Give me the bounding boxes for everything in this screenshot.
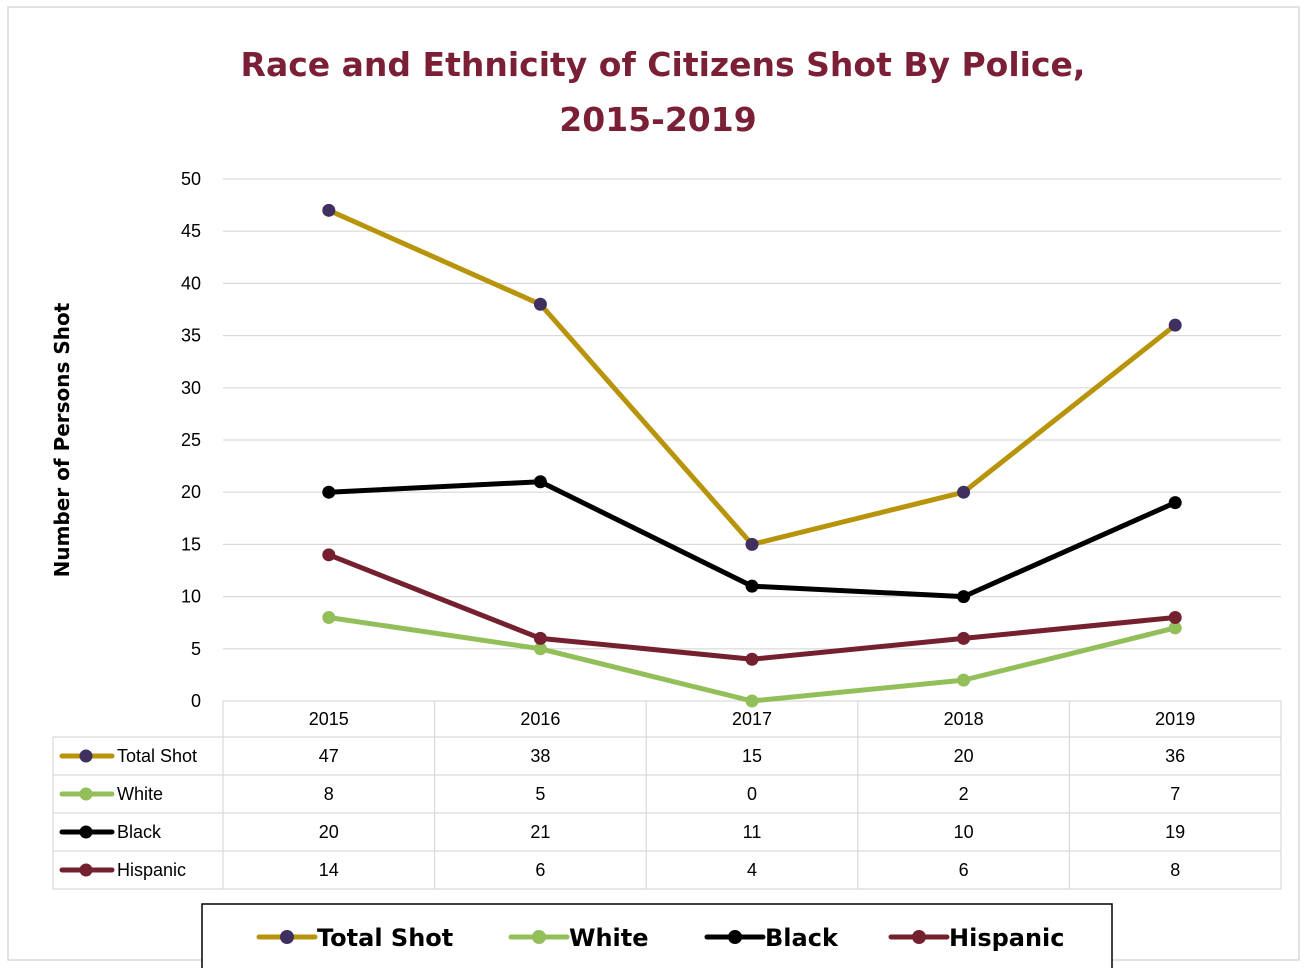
table-total-shot-row-label: Total Shot — [117, 746, 197, 766]
table-hispanic-cell: 4 — [747, 860, 757, 880]
data-point-black — [533, 475, 547, 489]
chart-title-line-2: 2015-2019 — [559, 100, 756, 139]
table-white-cell: 7 — [1170, 784, 1180, 804]
data-point-black — [322, 485, 336, 499]
table-hispanic-cell: 14 — [319, 860, 339, 880]
table-white-cell: 8 — [324, 784, 334, 804]
table-total-shot-cell: 47 — [319, 746, 339, 766]
x-tick-label: 2018 — [944, 709, 984, 729]
data-point-total-shot — [533, 297, 547, 311]
table-hispanic-legend-marker — [79, 863, 93, 877]
chart-title-line-1: Race and Ethnicity of Citizens Shot By P… — [241, 45, 1086, 84]
x-tick-label: 2017 — [732, 709, 772, 729]
table-black-cell: 20 — [319, 822, 339, 842]
data-point-hispanic — [1168, 610, 1182, 624]
data-point-total-shot — [745, 537, 759, 551]
y-axis-ticks: 0 5 10 15 20 25 30 35 40 45 50 — [181, 169, 201, 711]
y-tick-label: 10 — [181, 587, 201, 607]
table-total-shot-legend-marker — [79, 749, 93, 763]
table-white-row-label: White — [117, 784, 163, 804]
y-tick-label: 15 — [181, 534, 201, 554]
table-black-legend-marker — [79, 825, 93, 839]
legend-total-shot-marker — [280, 930, 294, 944]
data-point-white — [957, 673, 971, 687]
table-black-cell: 19 — [1165, 822, 1185, 842]
data-point-black — [745, 579, 759, 593]
table-hispanic-row-label: Hispanic — [117, 860, 186, 880]
table-white-legend-marker — [79, 787, 93, 801]
table-black-row-label: Black — [117, 822, 162, 842]
table-white-cell: 0 — [747, 784, 757, 804]
y-tick-label: 45 — [181, 221, 201, 241]
data-point-hispanic — [957, 631, 971, 645]
data-point-total-shot — [322, 203, 336, 217]
y-tick-label: 20 — [181, 482, 201, 502]
table-total-shot-cell: 20 — [954, 746, 974, 766]
legend-white-marker — [532, 930, 546, 944]
data-point-hispanic — [533, 631, 547, 645]
data-point-total-shot — [957, 485, 971, 499]
x-tick-label: 2019 — [1155, 709, 1195, 729]
legend-white-label: White — [569, 924, 649, 952]
legend-total-shot-label: Total Shot — [317, 924, 453, 952]
x-tick-label: 2016 — [520, 709, 560, 729]
legend-box — [201, 903, 1113, 968]
legend: Total Shot White Black Hispanic — [201, 903, 1113, 968]
table-hispanic-cell: 6 — [959, 860, 969, 880]
data-point-white — [745, 694, 759, 708]
table-total-shot-cell: 15 — [742, 746, 762, 766]
legend-black-label: Black — [765, 924, 839, 952]
y-tick-label: 35 — [181, 326, 201, 346]
legend-hispanic-label: Hispanic — [949, 924, 1065, 952]
table-hispanic-cell: 8 — [1170, 860, 1180, 880]
data-point-black — [957, 590, 971, 604]
table-black-cell: 10 — [954, 822, 974, 842]
data-point-total-shot — [1168, 318, 1182, 332]
table-total-shot-cell: 36 — [1165, 746, 1185, 766]
table-white-cell: 2 — [959, 784, 969, 804]
gridlines — [223, 178, 1281, 650]
table-white-cell: 5 — [535, 784, 545, 804]
table-black-cell: 11 — [743, 822, 762, 842]
table-black-cell: 21 — [530, 822, 550, 842]
data-point-white — [322, 610, 336, 624]
y-tick-label: 0 — [191, 691, 201, 711]
y-axis-title: Number of Persons Shot — [50, 302, 74, 577]
legend-hispanic-marker — [912, 930, 926, 944]
data-point-black — [1168, 496, 1182, 510]
data-point-hispanic — [322, 548, 336, 562]
y-tick-label: 5 — [191, 639, 201, 659]
data-point-white — [1168, 621, 1182, 635]
y-tick-label: 25 — [181, 430, 201, 450]
table-hispanic-cell: 6 — [535, 860, 545, 880]
data-point-white — [533, 642, 547, 656]
y-tick-label: 50 — [181, 169, 201, 189]
legend-black-marker — [728, 930, 742, 944]
plot-series — [322, 203, 1182, 708]
x-tick-label: 2015 — [309, 709, 349, 729]
table-total-shot-cell: 38 — [530, 746, 550, 766]
y-tick-label: 30 — [181, 378, 201, 398]
data-point-hispanic — [745, 652, 759, 666]
chart-border — [7, 6, 1300, 961]
y-tick-label: 40 — [181, 273, 201, 293]
